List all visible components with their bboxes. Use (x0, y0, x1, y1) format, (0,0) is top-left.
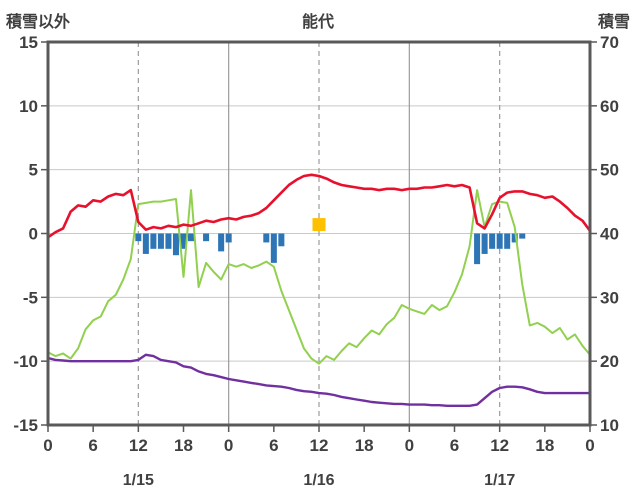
left-axis-tick-label: -10 (13, 352, 38, 371)
right-axis-title: 積雪 (597, 14, 630, 31)
chart-header: 積雪以外 能代 積雪 (0, 0, 636, 34)
precip-bar (489, 233, 496, 249)
left-axis-tick-label: -5 (23, 288, 38, 307)
hour-tick-label: 0 (405, 436, 414, 455)
precip-bar (225, 233, 232, 243)
hour-tick-label: 18 (355, 436, 374, 455)
left-axis-tick-label: -15 (13, 416, 38, 435)
precip-bar (474, 233, 481, 265)
precip-bar (142, 233, 149, 254)
precip-bar (180, 233, 187, 249)
precip-bar (504, 233, 511, 249)
hour-tick-label: 0 (43, 436, 52, 455)
date-label: 1/15 (123, 472, 154, 489)
chart-title: 能代 (301, 14, 334, 31)
date-label: 1/17 (484, 472, 515, 489)
precip-bar (135, 233, 142, 242)
precip-bar (519, 233, 526, 239)
precip-bar (157, 233, 164, 249)
hour-tick-label: 0 (224, 436, 233, 455)
precip-bar (278, 233, 285, 247)
precip-bar (172, 233, 179, 256)
hour-tick-label: 6 (269, 436, 278, 455)
precip-bar (188, 233, 195, 242)
right-axis-tick-label: 10 (600, 416, 619, 435)
precip-bar (165, 233, 172, 249)
right-axis-tick-label: 60 (600, 97, 619, 116)
precip-bar (496, 233, 503, 249)
orange-square-marker (312, 218, 326, 232)
precip-bar (203, 233, 210, 242)
precip-bar (481, 233, 488, 254)
right-axis-tick-label: 40 (600, 225, 619, 244)
green-line (47, 189, 591, 365)
precip-bar (218, 233, 225, 252)
date-label: 1/16 (303, 472, 334, 489)
hour-tick-label: 12 (129, 436, 148, 455)
purple-line (46, 353, 592, 407)
red-line (46, 173, 592, 239)
right-axis-tick-label: 70 (600, 34, 619, 52)
precip-bar (263, 233, 270, 243)
right-axis-tick-label: 20 (600, 352, 619, 371)
hour-tick-label: 6 (450, 436, 459, 455)
precip-bar (150, 233, 157, 249)
hour-tick-label: 12 (310, 436, 329, 455)
left-axis-tick-label: 15 (19, 34, 38, 52)
hour-tick-label: 18 (174, 436, 193, 455)
hour-tick-label: 12 (490, 436, 509, 455)
left-axis-tick-label: 10 (19, 97, 38, 116)
left-axis-tick-label: 0 (29, 225, 38, 244)
hour-tick-label: 6 (88, 436, 97, 455)
plot-border (46, 40, 592, 427)
hour-tick-label: 0 (585, 436, 594, 455)
hour-tick-label: 18 (535, 436, 554, 455)
left-axis-title: 積雪以外 (6, 14, 71, 31)
left-axis-tick-label: 5 (29, 161, 38, 180)
precip-bar (270, 233, 277, 263)
right-axis-tick-label: 30 (600, 288, 619, 307)
precip-bar (511, 233, 518, 243)
right-axis-tick-label: 50 (600, 161, 619, 180)
